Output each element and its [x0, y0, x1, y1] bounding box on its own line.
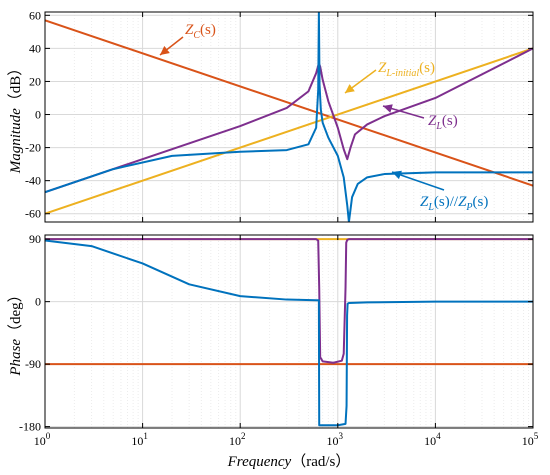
magnitude-y-ticks: 60 40 20 0 -20 -40 -60	[25, 8, 534, 222]
series-line-0	[45, 19, 533, 187]
magnitude-plot-area	[45, 12, 533, 222]
series-line-2	[45, 47, 533, 194]
y-tick-label: -60	[25, 207, 41, 221]
magnitude-annotations: ZC(s) ZL-initial(s) ZL(s) ZL(s)//ZP(s)	[159, 22, 488, 213]
phase-series	[45, 238, 533, 427]
y-tick-label: 0	[35, 295, 41, 309]
y-tick-label: -90	[25, 357, 41, 371]
y-tick-label: 20	[29, 74, 41, 88]
y-tick-label: 60	[29, 8, 41, 22]
x-tick-label: 104	[424, 431, 441, 448]
magnitude-panel: 60 40 20 0 -20 -40 -60 Magnitude（dB） ZC(s) ZL-i…	[7, 8, 534, 223]
magnitude-series	[45, 12, 533, 222]
phase-y-ticks: 90 0 -90 -180	[19, 232, 534, 434]
annotation-arrow	[391, 170, 445, 191]
x-tick-label: 105	[522, 431, 539, 448]
phase-plot-area	[45, 235, 533, 428]
y-tick-label: 0	[35, 108, 41, 122]
series-line-2	[45, 238, 533, 364]
y-tick-label: 40	[29, 41, 41, 55]
series-line-1	[45, 47, 533, 215]
series-line-3	[45, 12, 533, 222]
y-tick-label: 90	[29, 232, 41, 246]
annotation-label: ZL(s)	[428, 113, 458, 132]
x-tick-label: 100	[34, 431, 51, 448]
phase-panel: 90 0 -90 -180 100 101 102 103 104 105 Phase（deg）…	[7, 232, 539, 470]
annotation-arrow	[382, 104, 425, 119]
phase-y-axis-label: Phase（deg）	[7, 287, 24, 376]
magnitude-grid	[44, 12, 533, 222]
x-tick-label: 103	[327, 431, 344, 448]
series-line-3	[45, 239, 533, 427]
annotation-arrow	[159, 36, 184, 56]
phase-x-axis-label: Frequency（rad/s）	[227, 453, 351, 470]
phase-grid	[44, 235, 533, 428]
x-tick-label: 102	[229, 431, 246, 448]
phase-frame	[44, 234, 534, 429]
annotation-label: ZL(s)//ZP(s)	[420, 194, 488, 213]
phase-x-ticks: 100 101 102 103 104 105	[34, 423, 539, 448]
annotation-label: ZL-initial(s)	[378, 60, 435, 79]
y-tick-label: -180	[19, 420, 41, 434]
annotation-arrow	[344, 69, 377, 94]
magnitude-frame	[44, 11, 534, 223]
y-tick-label: -40	[25, 174, 41, 188]
x-tick-label: 101	[131, 431, 148, 448]
annotation-label: ZC(s)	[185, 22, 216, 41]
magnitude-y-axis-label: Magnitude（dB）	[7, 61, 24, 175]
y-tick-label: -20	[25, 141, 41, 155]
